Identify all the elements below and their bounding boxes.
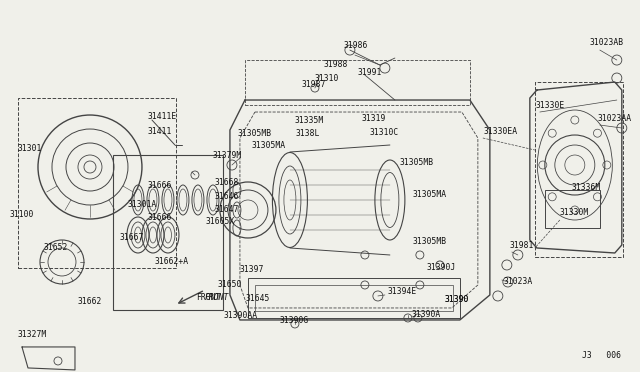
Text: 31330M: 31330M xyxy=(560,208,589,218)
Text: 31390J: 31390J xyxy=(427,263,456,272)
Text: 31310: 31310 xyxy=(315,74,339,83)
Bar xyxy=(18,98,176,268)
Text: 31668: 31668 xyxy=(215,177,239,186)
Text: 31310C: 31310C xyxy=(370,128,399,137)
Text: 31335M: 31335M xyxy=(295,116,324,125)
Text: 31652: 31652 xyxy=(44,244,68,253)
Text: 31390: 31390 xyxy=(445,295,469,304)
Bar xyxy=(113,155,223,310)
Text: 31023AB: 31023AB xyxy=(590,38,624,46)
Text: 31305MB: 31305MB xyxy=(413,237,447,247)
Text: 31379M: 31379M xyxy=(213,151,242,160)
Text: 31667: 31667 xyxy=(120,234,145,243)
Text: 31330EA: 31330EA xyxy=(484,126,518,135)
Text: 31301A: 31301A xyxy=(128,201,157,209)
Bar xyxy=(255,285,453,311)
Text: 31305MB: 31305MB xyxy=(400,157,434,167)
Text: 31390: 31390 xyxy=(445,295,469,304)
Bar xyxy=(245,60,470,105)
Text: 31411E: 31411E xyxy=(148,112,177,121)
Bar xyxy=(535,82,623,257)
Text: 31100: 31100 xyxy=(10,211,35,219)
Bar xyxy=(248,278,460,318)
Text: 31319: 31319 xyxy=(362,113,387,122)
Text: 31986: 31986 xyxy=(344,41,368,49)
Text: 31666: 31666 xyxy=(148,182,172,190)
Text: 31327M: 31327M xyxy=(18,330,47,340)
Bar xyxy=(545,190,600,228)
Text: 31390AA: 31390AA xyxy=(224,311,258,320)
Text: FRONT: FRONT xyxy=(205,294,229,302)
Text: 31023AA: 31023AA xyxy=(598,113,632,122)
Text: 31305MA: 31305MA xyxy=(413,190,447,199)
Text: 31301: 31301 xyxy=(18,144,42,153)
Text: 31987: 31987 xyxy=(302,80,326,89)
Text: FRONT: FRONT xyxy=(196,294,220,302)
Text: 31390A: 31390A xyxy=(412,311,441,320)
Text: 31330E: 31330E xyxy=(536,100,565,109)
Text: 31390G: 31390G xyxy=(280,317,309,326)
Text: 31023A: 31023A xyxy=(504,278,533,286)
Text: 31645: 31645 xyxy=(246,295,270,304)
Text: 31411: 31411 xyxy=(148,126,172,135)
Text: 31605X: 31605X xyxy=(206,218,235,227)
Text: 31662+A: 31662+A xyxy=(155,257,189,266)
Text: 31650: 31650 xyxy=(218,280,243,289)
Text: 3138L: 3138L xyxy=(296,128,320,138)
Text: 31336M: 31336M xyxy=(572,183,601,192)
Text: 31394E: 31394E xyxy=(388,288,417,296)
Text: 31646: 31646 xyxy=(215,192,239,202)
Text: 31305MB: 31305MB xyxy=(238,128,272,138)
Text: 31662: 31662 xyxy=(78,298,102,307)
Text: 31991: 31991 xyxy=(358,68,382,77)
Text: 31397: 31397 xyxy=(240,266,264,275)
Text: 31305MA: 31305MA xyxy=(252,141,286,150)
Text: 31666: 31666 xyxy=(148,214,172,222)
Text: J3   006: J3 006 xyxy=(582,352,621,360)
Text: 31981: 31981 xyxy=(510,241,534,250)
Text: 31647: 31647 xyxy=(215,205,239,215)
Text: 31988: 31988 xyxy=(324,60,348,68)
